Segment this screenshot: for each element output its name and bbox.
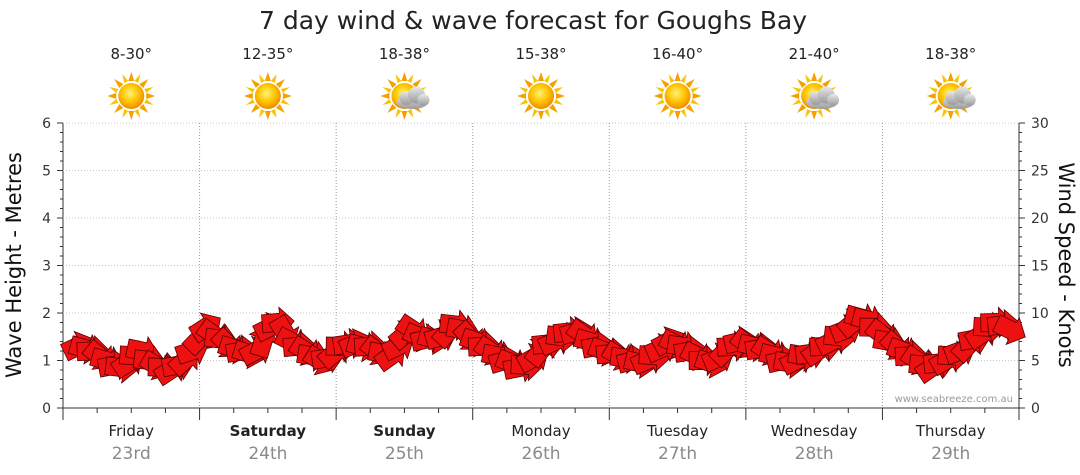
sun-cloud-icon	[926, 72, 976, 120]
right-tick-label: 15	[1031, 259, 1049, 275]
day-column-thursday: 18-38° Thursday 29th	[915, 45, 986, 464]
day-date: 27th	[658, 444, 697, 464]
temperature-range: 12-35°	[242, 45, 293, 63]
temperature-range: 8-30°	[111, 45, 153, 63]
day-name: Tuesday	[646, 422, 708, 440]
day-name: Monday	[511, 422, 570, 440]
right-tick-label: 10	[1031, 306, 1049, 322]
left-tick-label: 5	[42, 164, 51, 180]
day-date: 29th	[931, 444, 970, 464]
day-name: Friday	[109, 422, 155, 440]
right-tick-label: 0	[1031, 401, 1040, 417]
day-columns: 8-30° Friday 23rd 12-35° Saturday 24th 18-38° S…	[107, 45, 986, 464]
wind-arrows	[60, 303, 1026, 387]
right-tick-label: 30	[1031, 116, 1049, 132]
left-axis-title: Wave Height - Metres	[2, 152, 26, 378]
day-date: 23rd	[112, 444, 151, 464]
temperature-range: 21-40°	[789, 45, 840, 63]
day-column-sunday: 18-38° Sunday 25th	[373, 45, 436, 464]
day-name: Saturday	[230, 422, 307, 440]
day-name: Wednesday	[771, 422, 858, 440]
day-name: Sunday	[373, 422, 436, 440]
day-date: 26th	[521, 444, 560, 464]
sun-icon	[653, 72, 702, 120]
right-tick-label: 5	[1031, 354, 1040, 370]
day-column-wednesday: 21-40° Wednesday 28th	[771, 45, 858, 464]
day-column-saturday: 12-35° Saturday 24th	[230, 45, 307, 464]
left-tick-label: 3	[42, 259, 51, 275]
right-tick-labels: 0 5 10 15 20 25 30	[1031, 116, 1049, 417]
temperature-range: 15-38°	[515, 45, 566, 63]
day-name: Thursday	[915, 422, 986, 440]
sun-cloud-icon	[380, 72, 430, 120]
day-column-friday: 8-30° Friday 23rd	[107, 45, 156, 464]
chart-title: 7 day wind & wave forecast for Goughs Ba…	[259, 6, 807, 35]
sun-cloud-icon	[790, 72, 840, 120]
left-tick-label: 6	[42, 116, 51, 132]
day-column-tuesday: 16-40° Tuesday 27th	[646, 45, 708, 464]
plot-area	[57, 122, 1025, 420]
sun-icon	[243, 72, 292, 120]
sun-icon	[517, 72, 565, 120]
left-tick-label: 4	[42, 211, 51, 227]
watermark: www.seabreeze.com.au	[895, 394, 1013, 405]
left-tick-label: 2	[42, 306, 51, 322]
left-tick-labels: 0 1 2 3 4 5 6	[42, 116, 51, 417]
right-tick-label: 20	[1031, 211, 1049, 227]
sun-icon	[107, 72, 156, 120]
temperature-range: 18-38°	[925, 45, 976, 63]
day-date: 24th	[248, 444, 287, 464]
day-column-monday: 15-38° Monday 26th	[511, 45, 570, 464]
temperature-range: 16-40°	[652, 45, 703, 63]
day-date: 25th	[385, 444, 424, 464]
right-tick-label: 25	[1031, 164, 1049, 180]
temperature-range: 18-38°	[379, 45, 430, 63]
wind-arrow	[992, 314, 1026, 346]
left-tick-label: 1	[42, 354, 51, 370]
right-axis-title: Wind Speed - Knots	[1054, 162, 1078, 367]
day-date: 28th	[795, 444, 834, 464]
left-tick-label: 0	[42, 401, 51, 417]
